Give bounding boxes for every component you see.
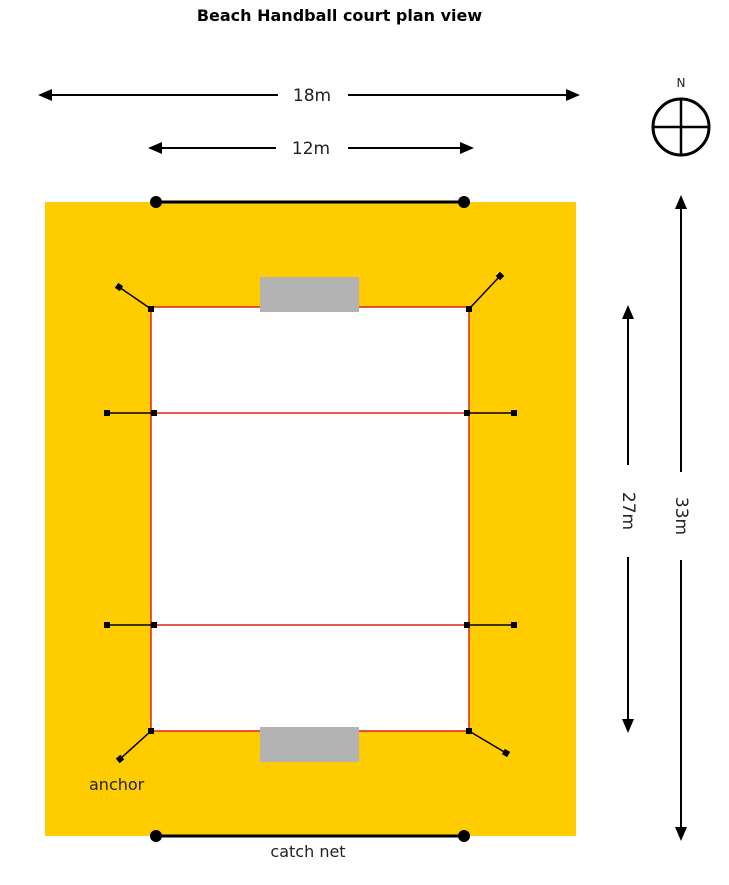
anchor-mid-top-right [464,410,517,416]
compass-icon: N [651,76,711,157]
anchor-mid-bottom-left [104,622,157,628]
diagram-title: Beach Handball court plan view [196,6,483,25]
dimension-width-outer-label: 18m [293,86,331,106]
anchor-mid-top-left [104,410,157,416]
dimension-length-outer: 33m [671,195,691,841]
anchor-top-left [114,282,154,312]
anchor-bottom-left [115,728,154,764]
playing-court [150,306,470,732]
compass-north-label: N [677,76,686,90]
goal-top [260,277,359,312]
anchor-bottom-right [466,728,511,758]
anchor-mid-bottom-right [464,622,517,628]
dimension-length-outer-label: 33m [671,497,691,535]
goal-bottom [260,727,359,762]
dimension-width-outer: 18m [38,86,580,106]
anchor-label: anchor [89,775,145,794]
dimension-width-inner: 12m [148,139,474,159]
dimension-length-inner: 27m [618,305,638,733]
dimension-width-inner-label: 12m [292,139,330,159]
dimension-length-inner-label: 27m [618,492,638,530]
catch-net-label: catch net [270,842,345,861]
anchor-top-right [466,271,505,312]
catch-net-bottom [150,830,470,842]
catch-net-top [150,196,470,208]
